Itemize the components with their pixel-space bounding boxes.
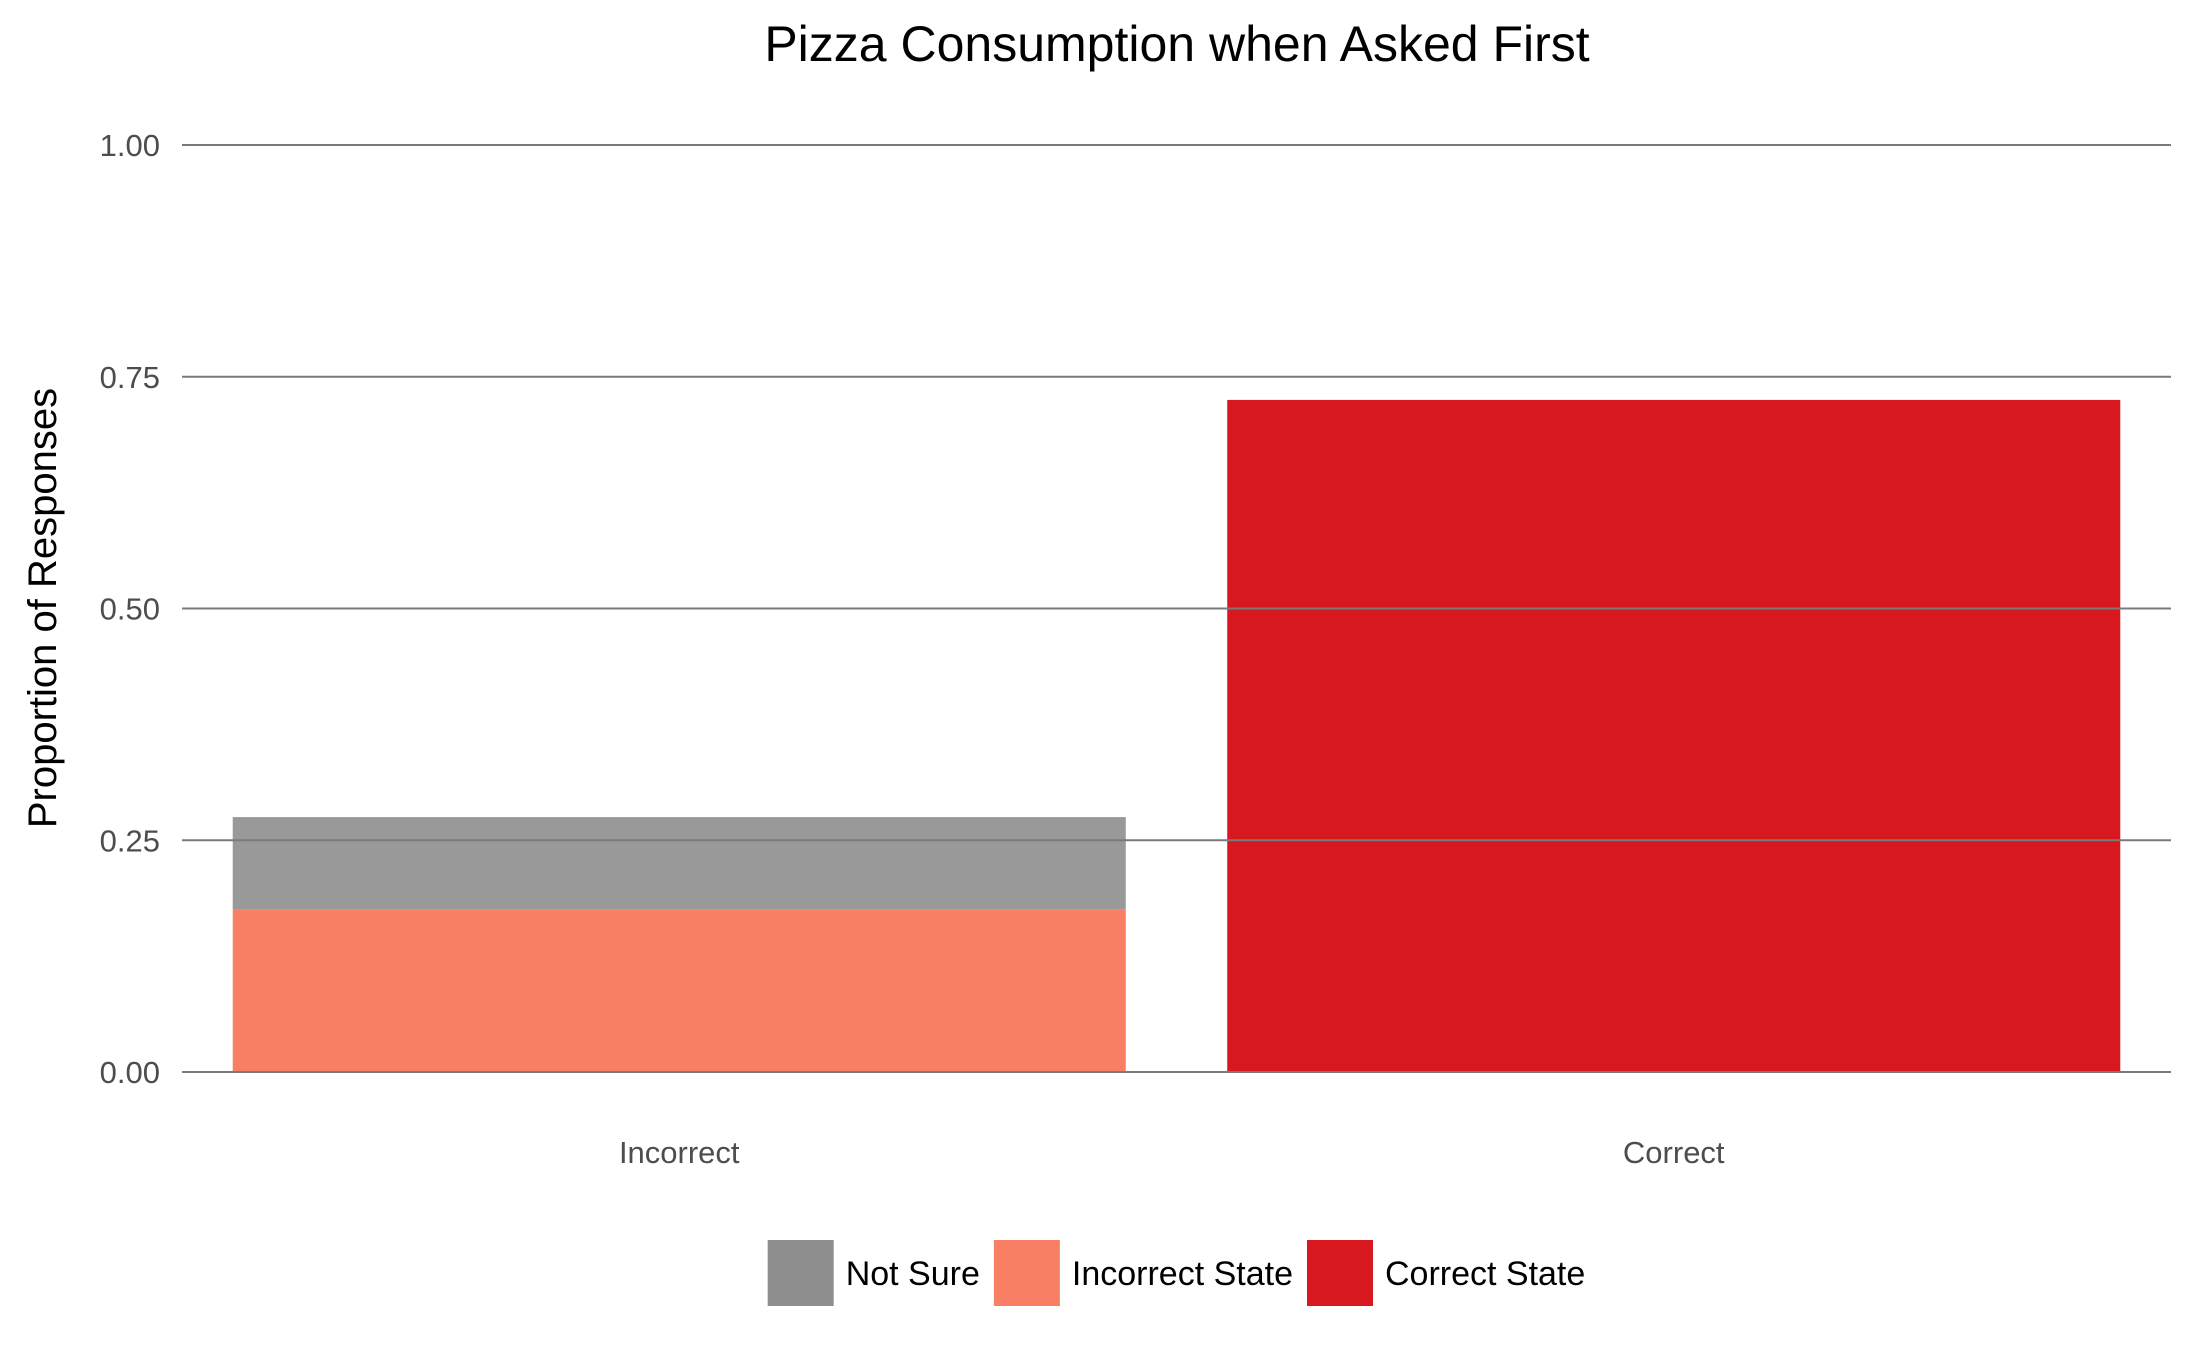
x-tick-layer: Incorrect Correct (619, 1135, 1725, 1170)
legend-key-correct-state (1306, 1240, 1373, 1306)
y-tick-layer: 0.00 0.25 0.50 0.75 1.00 (100, 128, 160, 1090)
y-tick-label: 0.75 (100, 360, 160, 395)
legend-key-incorrect-state (993, 1240, 1060, 1306)
legend-label: Incorrect State (1072, 1255, 1293, 1293)
legend-key-not-sure (767, 1240, 834, 1306)
y-axis-title: Proportion of Responses (21, 388, 65, 828)
bar-incorrect-incorrect-state (232, 909, 1126, 1072)
y-tick-label: 0.25 (100, 823, 160, 858)
bar-layer (182, 144, 2171, 1073)
x-tick-label: Incorrect (619, 1135, 740, 1170)
bar-incorrect-not-sure (232, 817, 1126, 910)
x-tick-label: Correct (1623, 1135, 1725, 1170)
legend-label: Correct State (1385, 1255, 1585, 1293)
bar-correct-correct-state (1227, 399, 2121, 1072)
y-tick-label: 0.50 (100, 592, 160, 627)
legend-label: Not Sure (846, 1255, 980, 1293)
legend: Not Sure Incorrect State Correct State (767, 1240, 1585, 1306)
y-tick-label: 1.00 (100, 128, 160, 163)
chart-title: Pizza Consumption when Asked First (764, 16, 1589, 72)
y-tick-label: 0.00 (100, 1055, 160, 1090)
